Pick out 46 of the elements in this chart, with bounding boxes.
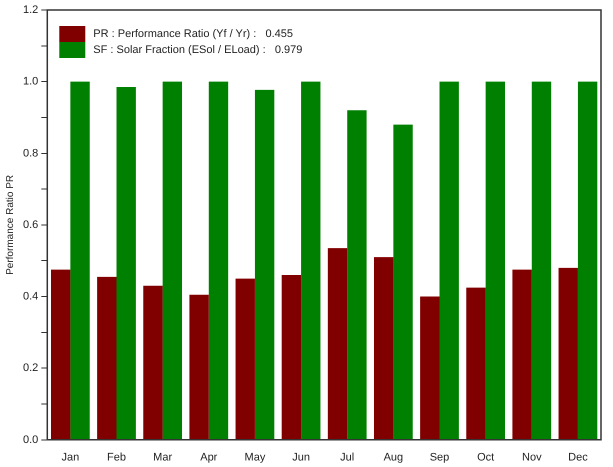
bar xyxy=(143,286,163,440)
bar xyxy=(282,275,302,440)
legend-label: SF : Solar Fraction (ESol / ELoad) : 0.979 xyxy=(93,44,302,56)
y-tick-label: 0.2 xyxy=(22,362,38,374)
bar xyxy=(466,288,486,440)
legend-label: PR : Performance Ratio (Yf / Yr) : 0.455 xyxy=(93,28,294,40)
x-tick-label: May xyxy=(244,451,266,464)
bar xyxy=(486,82,506,440)
bar xyxy=(97,276,117,440)
bar xyxy=(254,90,274,440)
bar xyxy=(578,82,598,440)
x-tick-label: Jan xyxy=(61,451,80,464)
bar xyxy=(162,82,182,440)
bar xyxy=(236,278,255,440)
x-tick-label: Dec xyxy=(568,451,588,464)
bar xyxy=(393,124,413,440)
bar xyxy=(440,82,459,440)
y-tick-label: 0.4 xyxy=(22,290,38,303)
y-tick-label: 1.0 xyxy=(22,76,38,88)
x-tick-label: Apr xyxy=(200,451,218,464)
bar xyxy=(512,270,532,440)
x-tick-label: Sep xyxy=(430,451,450,464)
x-tick-label: Mar xyxy=(153,451,172,464)
bar xyxy=(347,110,367,440)
x-tick-label: Feb xyxy=(107,451,126,464)
bar xyxy=(116,87,136,440)
bar xyxy=(558,268,578,440)
x-tick-label: Jun xyxy=(292,451,310,464)
y-tick-label: 0.8 xyxy=(22,147,38,160)
bar xyxy=(70,82,90,440)
bar xyxy=(208,82,228,440)
x-tick-label: Nov xyxy=(522,451,542,464)
y-tick-label: 1.2 xyxy=(22,4,38,16)
bar xyxy=(50,270,70,440)
bar xyxy=(189,294,209,440)
x-tick-label: Jul xyxy=(340,451,354,464)
bar xyxy=(301,82,320,440)
y-tick-label: 0.6 xyxy=(22,218,38,231)
bar xyxy=(420,296,440,440)
y-tick-label: 0.0 xyxy=(22,434,38,446)
x-tick-label: Oct xyxy=(477,451,494,464)
x-tick-label: Aug xyxy=(384,451,404,464)
bar xyxy=(532,82,552,440)
y-axis-title: Performance Ratio PR xyxy=(4,174,16,275)
bar xyxy=(328,248,348,440)
bar xyxy=(374,257,394,440)
